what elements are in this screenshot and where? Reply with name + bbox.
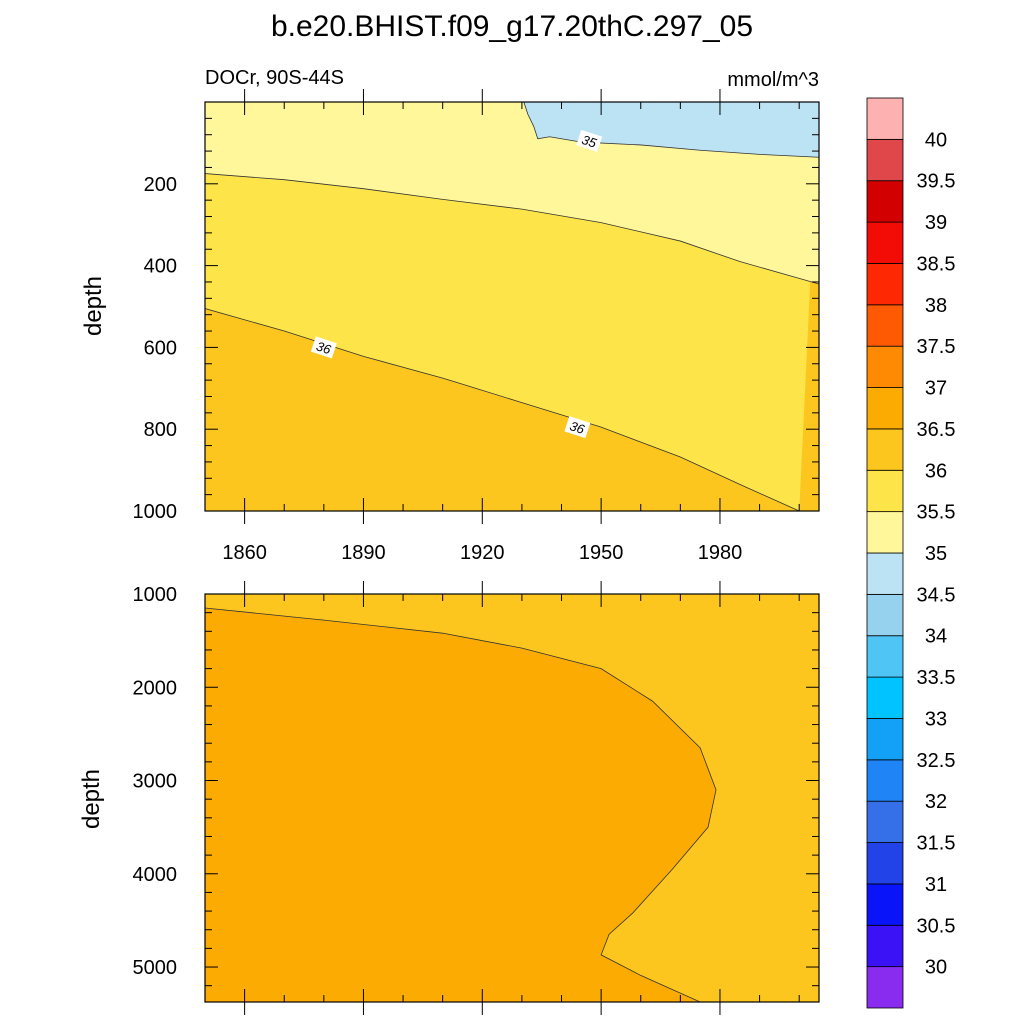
colorbar-swatch: [866, 593, 904, 637]
colorbar-swatch: [866, 718, 904, 761]
x-tick-label: 1980: [698, 542, 743, 564]
colorbar-label: 35: [925, 543, 947, 565]
x-tick-label: 1950: [579, 542, 624, 564]
colorbar-label: 39.5: [917, 171, 956, 193]
lower-panel: 1000 2000 3000 4000 5000: [133, 581, 820, 1015]
y-tick-label: 800: [144, 419, 177, 441]
colorbar-label: 31.5: [917, 833, 956, 855]
y-tick-label: 5000: [133, 957, 178, 979]
x-tick-label: 1920: [460, 542, 505, 564]
contour-label: 36: [310, 336, 337, 359]
contour-line-36.5-37: [205, 607, 717, 1002]
colorbar-swatch: [866, 221, 904, 264]
plot-frame: [204, 593, 820, 1003]
y-tick-label: 2000: [133, 677, 178, 699]
colorbar-label: 30.5: [917, 915, 956, 937]
contour-label-box: [576, 129, 603, 152]
x-tick-label: 1860: [222, 542, 267, 564]
plot-area: 35 36 36: [205, 102, 819, 511]
figure-title: b.e20.BHIST.f09_g17.20thC.297_05: [271, 10, 753, 43]
colorbar-swatch: [866, 511, 904, 554]
upper-y-axis-label: depth: [80, 276, 107, 336]
colorbar-swatch: [866, 800, 904, 843]
contour-label-box: [310, 336, 337, 359]
colorbar-label: 40: [925, 129, 947, 151]
colorbar-label: 34: [925, 626, 947, 648]
contour-line-34.5-35: [523, 102, 819, 158]
colorbar-label: 32: [925, 791, 947, 813]
y-tick-label: 4000: [133, 864, 178, 886]
colorbar-label: 39: [925, 212, 947, 234]
x-tick-label: 1890: [341, 542, 386, 564]
colorbar-label: 32.5: [917, 750, 956, 772]
upper-panel: 35 36 36 200 400 600 800 1000 1860 1890 1920 1950 19…: [133, 89, 820, 564]
contour-line-35.5-36: [205, 308, 800, 511]
colorbar-label: 31: [925, 874, 947, 896]
colorbar-label: 30: [925, 957, 947, 979]
y-tick-label: 1000: [133, 501, 178, 523]
contour-label-text: 35: [580, 132, 599, 151]
colorbar-swatch: [866, 966, 904, 1009]
plot-area: [205, 594, 819, 1002]
colorbar-swatch: [866, 635, 904, 678]
band-34.5-35: [523, 102, 819, 158]
contour-label: 36: [564, 416, 591, 439]
contour-label: 35: [576, 129, 603, 152]
colorbar-swatch: [866, 263, 904, 306]
y-tick-label: 3000: [133, 771, 178, 793]
plot-frame: [204, 101, 820, 512]
colorbar-label: 34.5: [917, 584, 956, 606]
colorbar-swatch: [866, 883, 904, 926]
colorbar-label: 38.5: [917, 253, 956, 275]
y-tick-label: 400: [144, 256, 177, 278]
right-subtitle: mmol/m^3: [727, 69, 819, 91]
colorbar-label: 36.5: [917, 419, 956, 441]
colorbar: 30 30.5 31 31.5 32 32.5 33 33.5 34 34.5 35 35.5 36 36…: [866, 97, 956, 1009]
colorbar-swatch: [866, 676, 904, 719]
colorbar-swatch: [866, 304, 904, 347]
lower-y-axis-label: depth: [78, 769, 105, 829]
colorbar-swatch: [866, 924, 904, 968]
y-tick-label: 600: [144, 337, 177, 359]
contour-label-text: 36: [314, 339, 333, 358]
colorbar-label: 38: [925, 295, 947, 317]
colorbar-swatch: [866, 387, 904, 430]
band-36.5-37: [205, 607, 717, 1002]
colorbar-swatch: [866, 180, 904, 223]
colorbar-label: 36: [925, 460, 947, 482]
colorbar-swatch: [866, 842, 904, 885]
contour-label-box: [564, 416, 591, 439]
colorbar-label: 35.5: [917, 502, 956, 524]
colorbar-label: 37: [925, 378, 947, 400]
y-tick-label: 1000: [133, 584, 178, 606]
colorbar-label: 33: [925, 708, 947, 730]
contour-line-35-35.5: [205, 173, 819, 285]
contour-label-text: 36: [568, 418, 587, 437]
colorbar-swatch: [866, 138, 904, 182]
colorbar-swatch: [866, 469, 904, 513]
colorbar-swatch: [866, 345, 904, 388]
colorbar-label: 37.5: [917, 336, 956, 358]
y-tick-label: 200: [144, 174, 177, 196]
colorbar-swatch: [866, 552, 904, 595]
left-subtitle: DOCr, 90S-44S: [205, 67, 344, 89]
colorbar-swatch: [866, 428, 904, 471]
colorbar-swatch: [866, 97, 904, 140]
colorbar-label: 33.5: [917, 667, 956, 689]
colorbar-swatch: [866, 759, 904, 802]
